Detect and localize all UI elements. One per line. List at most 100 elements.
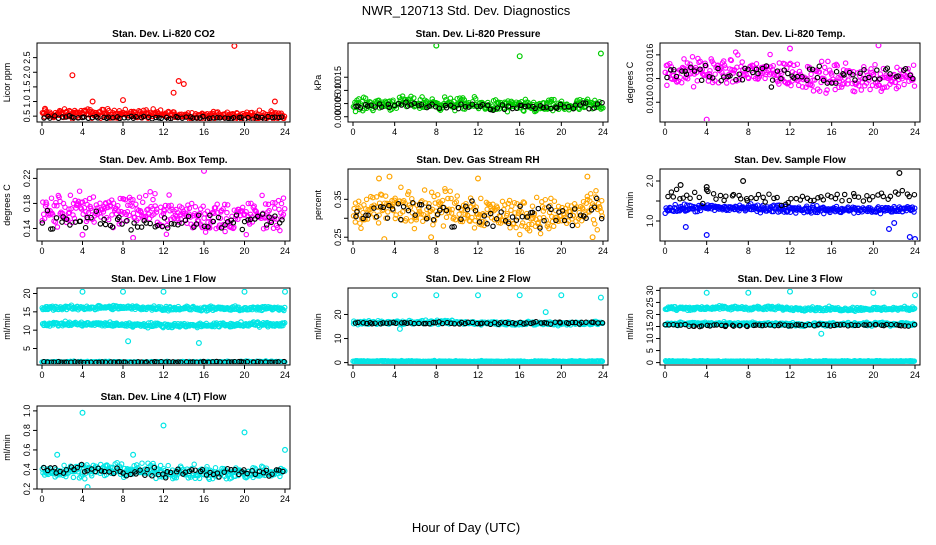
x-tick-label: 12 xyxy=(473,246,483,256)
outlier-point xyxy=(476,293,481,298)
x-tick-label: 24 xyxy=(598,370,608,380)
chart-title: Stan. Dev. Li-820 Pressure xyxy=(416,29,541,40)
x-tick-label: 16 xyxy=(199,127,209,137)
x-tick-label: 8 xyxy=(746,127,751,137)
x-tick-label: 16 xyxy=(515,246,525,256)
y-axis-label: ml/min xyxy=(313,313,323,340)
data-point-all xyxy=(376,221,380,225)
data-point-selected xyxy=(834,70,838,74)
x-tick-label: 0 xyxy=(350,370,355,380)
data-point-all xyxy=(441,224,445,228)
data-point-all xyxy=(859,88,863,92)
outlier-point xyxy=(599,51,604,56)
data-point-selected xyxy=(724,194,728,198)
outlier-point xyxy=(434,293,439,298)
chart-title: Stan. Dev. Line 2 Flow xyxy=(426,274,531,285)
data-point-all xyxy=(399,185,403,189)
x-tick-label: 4 xyxy=(704,370,709,380)
x-tick-label: 0 xyxy=(39,127,44,137)
y-axis-label: ml/min xyxy=(2,313,12,340)
x-tick-label: 20 xyxy=(556,127,566,137)
outlier-point xyxy=(887,227,892,232)
outlier-point xyxy=(273,99,278,104)
x-tick-label: 12 xyxy=(785,246,795,256)
chart-title: Stan. Dev. Li-820 Temp. xyxy=(735,29,846,40)
data-point-all xyxy=(473,219,477,223)
y-axis-label: Licor ppm xyxy=(2,63,12,103)
y-tick-label: 20 xyxy=(333,309,343,319)
data-point-all xyxy=(144,193,148,197)
x-tick-label: 8 xyxy=(746,370,751,380)
x-tick-label: 4 xyxy=(392,246,397,256)
data-point-selected xyxy=(756,192,760,196)
x-tick-label: 12 xyxy=(158,246,168,256)
x-tick-label: 4 xyxy=(392,370,397,380)
data-point-all xyxy=(809,72,813,76)
points-group xyxy=(663,43,917,122)
data-point-selected xyxy=(912,193,916,197)
y-tick-label: 0.14 xyxy=(22,220,32,238)
points-group xyxy=(40,169,287,241)
data-point-all xyxy=(589,192,593,196)
data-point-all xyxy=(754,62,758,66)
outlier-point xyxy=(80,289,85,294)
outlier-point xyxy=(704,185,709,190)
data-point-selected xyxy=(669,190,673,194)
outlier-point xyxy=(788,289,793,294)
data-point-all xyxy=(266,202,270,206)
points-group xyxy=(663,289,917,364)
data-point-all xyxy=(820,59,824,63)
y-tick-label: 0 xyxy=(645,360,655,365)
outlier-point xyxy=(788,46,793,51)
y-tick-label: 25 xyxy=(645,297,655,307)
data-point-selected xyxy=(714,197,718,201)
points-group xyxy=(663,171,917,242)
outlier-point xyxy=(683,225,688,230)
x-tick-label: 0 xyxy=(662,246,667,256)
x-tick-label: 24 xyxy=(598,246,608,256)
data-point-all xyxy=(740,60,744,64)
x-tick-label: 16 xyxy=(827,370,837,380)
data-point-selected xyxy=(83,226,87,230)
outlier-point xyxy=(678,183,683,188)
y-tick-label: 15 xyxy=(645,321,655,331)
outlier-point xyxy=(517,293,522,298)
outlier-point xyxy=(242,289,247,294)
y-tick-label: 20 xyxy=(22,288,32,298)
data-point-selected xyxy=(674,187,678,191)
outlier-point xyxy=(197,341,202,346)
data-point-all xyxy=(508,226,512,230)
data-point-all xyxy=(244,232,248,236)
data-point-selected xyxy=(847,198,851,202)
x-tick-label: 8 xyxy=(120,246,125,256)
data-point-all xyxy=(42,212,46,216)
outlier-point xyxy=(913,293,918,298)
data-point-all xyxy=(141,200,145,204)
x-tick-label: 12 xyxy=(785,127,795,137)
data-point-all xyxy=(201,204,205,208)
y-tick-label: 1.0 xyxy=(645,215,655,228)
points-group xyxy=(40,289,288,365)
x-tick-label: 8 xyxy=(434,246,439,256)
y-tick-label: 0.016 xyxy=(645,44,655,67)
data-point-all xyxy=(725,81,729,85)
data-point-all xyxy=(538,231,542,235)
data-point-all xyxy=(260,193,264,197)
data-point-selected xyxy=(693,190,697,194)
data-point-selected xyxy=(767,192,771,196)
data-point-all xyxy=(273,206,277,210)
outlier-point xyxy=(876,43,881,48)
data-point-all xyxy=(190,201,194,205)
data-point-all xyxy=(386,210,390,214)
outlier-point xyxy=(90,99,95,104)
data-point-all xyxy=(902,82,906,86)
y-axis-label: ml/min xyxy=(625,313,635,340)
x-tick-label: 0 xyxy=(662,127,667,137)
data-point-selected xyxy=(98,222,102,226)
data-point-all xyxy=(479,196,483,200)
points-group xyxy=(351,174,604,241)
y-axis-label: kPa xyxy=(313,75,323,91)
y-axis-label: ml/min xyxy=(625,192,635,219)
data-point-selected xyxy=(872,77,876,81)
